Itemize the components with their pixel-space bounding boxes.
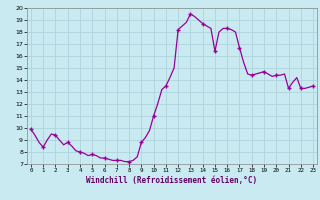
X-axis label: Windchill (Refroidissement éolien,°C): Windchill (Refroidissement éolien,°C): [86, 176, 258, 185]
